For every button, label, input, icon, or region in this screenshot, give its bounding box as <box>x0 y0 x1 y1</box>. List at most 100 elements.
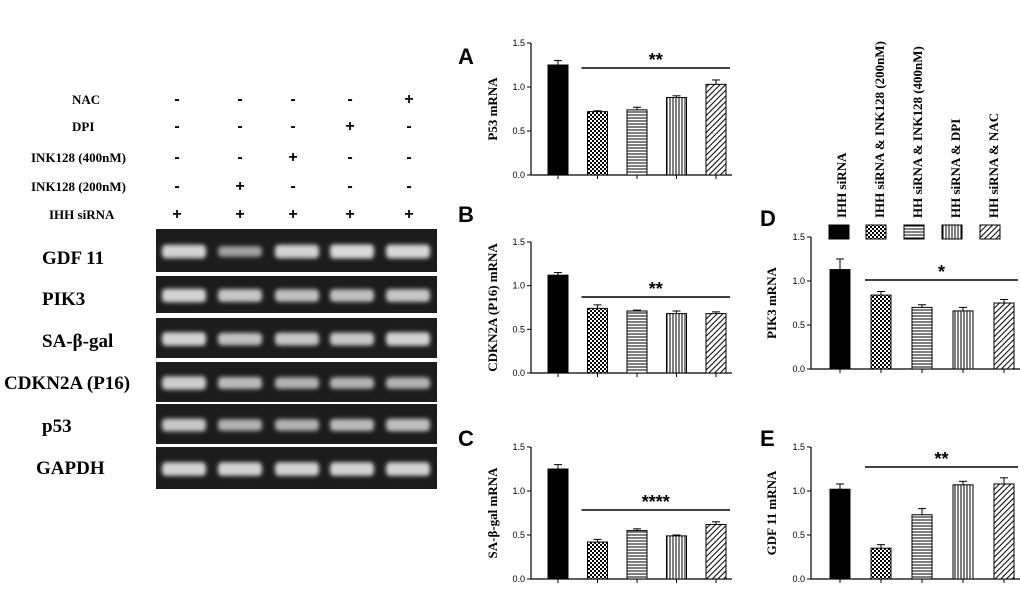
condition-mark: + <box>288 206 297 223</box>
gel-lanes <box>162 332 430 346</box>
bar <box>829 269 851 370</box>
gel-band <box>162 288 206 303</box>
condition-mark: - <box>174 149 179 166</box>
y-tick-label: 1.5 <box>512 237 525 247</box>
panel-letter: B <box>458 202 474 227</box>
panel-letter: D <box>760 206 776 231</box>
gel-row: p53 <box>42 404 437 444</box>
y-axis-label: PIK3 mRNA <box>764 266 779 338</box>
bar <box>952 310 974 370</box>
gel-lanes <box>162 376 430 390</box>
bar <box>705 83 727 176</box>
bar <box>911 514 933 580</box>
gel-band <box>330 462 374 476</box>
legend-label: IHH siRNA <box>834 152 849 218</box>
gel-row: CDKN2A (P16) <box>4 362 437 402</box>
gel-lanes <box>162 418 430 432</box>
legend-swatch <box>828 224 850 240</box>
legend-swatch <box>903 224 925 240</box>
significance-stars: **** <box>642 492 670 512</box>
bar <box>666 313 687 374</box>
legend-entry: IHH siRNA & INK128 (200nM) <box>865 41 887 240</box>
bar <box>666 97 687 176</box>
gel-row: GAPDH <box>36 447 437 489</box>
gel-band <box>330 332 374 346</box>
condition-mark: - <box>174 91 179 108</box>
bar <box>626 530 648 580</box>
y-tick-label: 1.0 <box>512 486 525 496</box>
y-tick-label: 1.5 <box>792 442 805 452</box>
condition-mark: - <box>174 118 179 135</box>
condition-mark: + <box>172 206 181 223</box>
gel-band <box>218 289 262 302</box>
condition-label: IHH siRNA <box>49 207 115 222</box>
condition-mark: - <box>174 178 179 195</box>
gel-band <box>162 244 206 259</box>
bar <box>587 111 608 176</box>
gel-band <box>275 244 319 259</box>
gel-band <box>330 377 374 389</box>
condition-label: INK128 (400nM) <box>31 150 126 165</box>
gel-label: SA-β-gal <box>42 331 113 352</box>
y-tick-label: 1.0 <box>512 281 525 291</box>
bar <box>993 302 1015 370</box>
condition-mark: - <box>347 91 352 108</box>
gel-band <box>275 377 319 389</box>
condition-label: INK128 (200nM) <box>31 179 126 194</box>
significance-stars: ** <box>649 279 663 299</box>
bar <box>705 523 727 580</box>
y-tick-label: 0.5 <box>792 320 805 330</box>
gel-band <box>275 462 319 476</box>
y-tick-label: 0.5 <box>512 126 525 136</box>
y-tick-label: 1.0 <box>512 82 525 92</box>
y-tick-label: 0.0 <box>792 574 805 584</box>
condition-mark: + <box>288 149 297 166</box>
gel-band <box>330 244 374 259</box>
gel-band <box>218 332 262 346</box>
legend-label: HH siRNA & INK128 (400nM) <box>910 46 925 218</box>
condition-mark: - <box>290 91 295 108</box>
legend-label: IHH siRNA & INK128 (200nM) <box>872 41 887 218</box>
significance-stars: * <box>938 262 945 282</box>
bar <box>626 310 648 374</box>
bar <box>587 541 608 580</box>
y-axis-label: SA-β-gal mRNA <box>485 467 500 559</box>
condition-mark: - <box>290 178 295 195</box>
gel-band <box>218 377 262 389</box>
gel-band <box>162 418 206 432</box>
y-tick-label: 1.5 <box>512 38 525 48</box>
bar <box>587 307 608 374</box>
bar <box>705 313 727 374</box>
condition-mark: + <box>345 206 354 223</box>
gel-lanes <box>162 244 430 259</box>
legend-entry: HH siRNA & NAC <box>979 113 1001 240</box>
gel-row: GDF 11 <box>42 229 437 272</box>
panel-letter: C <box>458 426 474 451</box>
bar <box>547 468 569 580</box>
condition-mark: - <box>406 149 411 166</box>
condition-label: NAC <box>72 92 100 107</box>
legend-label: HH siRNA & NAC <box>986 113 1001 218</box>
gel-band <box>386 418 430 432</box>
condition-mark: + <box>404 91 413 108</box>
bar <box>547 274 569 374</box>
legend-entry: HH siRNA & DPI <box>941 119 963 240</box>
gel-band <box>330 419 374 431</box>
condition-label: DPI <box>72 119 94 134</box>
y-tick-label: 1.5 <box>512 442 525 452</box>
bar-chart-panel: E GDF 11 mRNA 0.0 0.5 1.0 1.5 ** <box>760 426 1020 584</box>
gel-label: PIK3 <box>42 289 85 310</box>
y-tick-label: 0.5 <box>512 530 525 540</box>
bar <box>870 547 892 580</box>
bar <box>666 535 687 580</box>
condition-mark: - <box>237 118 242 135</box>
condition-mark: + <box>235 206 244 223</box>
bar <box>870 294 892 370</box>
legend: IHH siRNA IHH siRNA & INK128 (200nM) HH … <box>828 41 1001 240</box>
gel-band <box>162 376 206 390</box>
gel-band <box>275 419 319 431</box>
y-axis-label: CDKN2A (P16) mRNA <box>485 243 500 372</box>
y-tick-label: 0.5 <box>792 530 805 540</box>
gel-panel: GDF 11 PIK3 SA-β-gal CDKN2A (P16) p53 GA… <box>4 229 437 489</box>
